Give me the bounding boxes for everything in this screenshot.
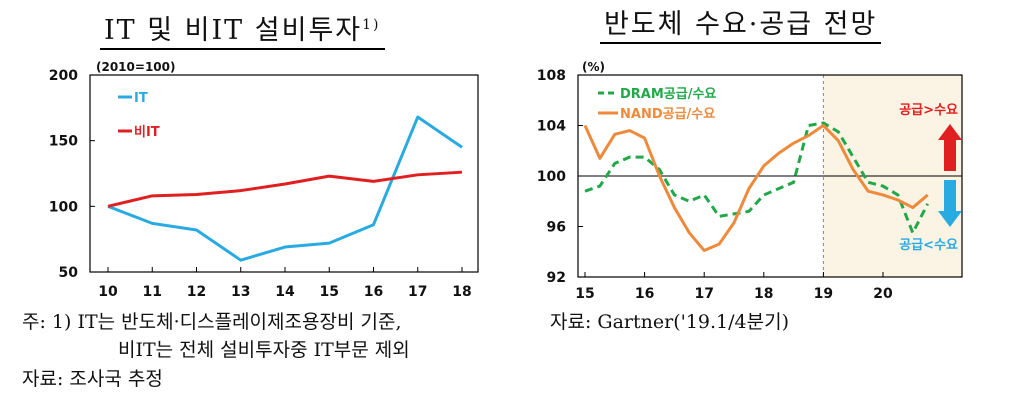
left-x-tick-label: 11 [143,284,162,300]
left-series-line-0 [107,115,463,262]
right-y-tick-label: 104 [537,119,566,135]
left-x-tick-label: 14 [275,284,295,300]
right-y-tick-label: 96 [547,220,566,236]
left-x-tick-label: 12 [187,284,206,300]
left-y-tick-label: 100 [49,199,78,215]
left-series-line-1 [107,170,463,208]
left-y-tick-label: 150 [49,134,78,150]
annotation-demand-over-supply: 공급<수요 [899,238,958,253]
left-plot-frame [89,74,479,273]
right-x-tick-label: 15 [575,286,594,302]
right-y-tick-label: 108 [537,68,566,84]
right-source-note: 자료: Gartner('19.1/4분기) [550,311,789,333]
left-y-tick-label: 50 [59,265,79,281]
right-chart-title: 반도체 수요·공급 전망 [600,8,882,44]
left-footnote-1: 주: 1) IT는 반도체·디스플레이제조용장비 기준, [22,311,402,333]
left-unit-label: (2010=100) [96,60,175,74]
left-x-tick-label: 17 [408,284,427,300]
right-y-tick-label: 92 [547,270,566,286]
right-series-line-0 [584,121,930,235]
left-legend-label-0: IT [134,91,148,106]
left-x-tick-label: 10 [98,284,118,300]
right-x-tick-label: 19 [814,286,833,302]
right-x-tick-label: 20 [873,286,893,302]
right-unit-label: (%) [582,60,605,74]
up-arrow-icon [938,124,962,171]
right-series-line-1 [583,124,929,252]
left-footnote-2: 비IT는 전체 설비투자중 IT부문 제외 [118,339,410,361]
left-source-note: 자료: 조사국 추정 [22,368,163,390]
left-chart-title: IT 및 비IT 설비투자1) [100,8,385,50]
right-legend-label-0: DRAM공급/수요 [620,87,716,102]
right-y-tick-label: 100 [537,169,566,185]
left-x-tick-label: 15 [320,284,339,300]
down-arrow-icon [938,180,962,227]
left-x-tick-label: 18 [452,284,471,300]
right-x-tick-label: 16 [635,286,654,302]
annotation-supply-over-demand: 공급>수요 [899,103,958,118]
right-x-tick-label: 17 [694,286,713,302]
right-x-tick-label: 18 [754,286,773,302]
left-y-tick-label: 200 [49,68,78,84]
left-x-tick-label: 16 [364,284,383,300]
left-legend-label-1: 비IT [134,125,160,140]
right-legend-label-1: NAND공급/수요 [620,107,715,122]
left-x-tick-label: 13 [231,284,250,300]
